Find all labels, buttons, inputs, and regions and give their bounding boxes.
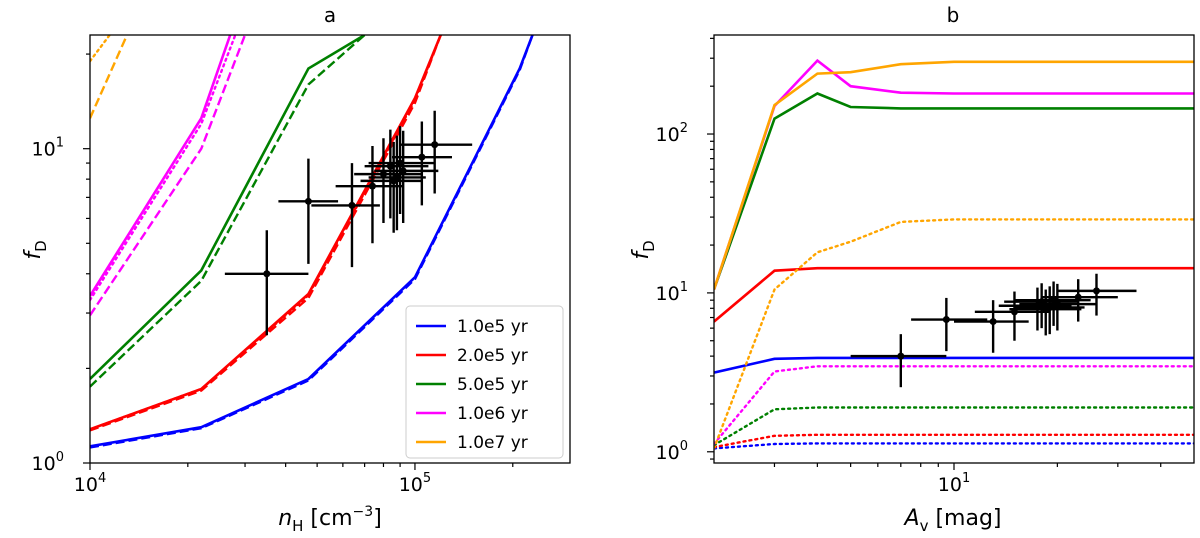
panel-b-plot-area — [714, 58, 1194, 450]
series-line-2-0e5-yr — [90, 35, 442, 431]
series-line-1-0e5-yr-dotted — [714, 442, 1194, 450]
data-marker — [379, 170, 387, 178]
x-tick-label: 104 — [74, 471, 106, 496]
legend-label: 1.0e5 yr — [457, 317, 528, 337]
panel-b-frame — [713, 34, 1195, 464]
series-line-1-0e5-yr — [714, 356, 1194, 374]
data-marker — [897, 352, 905, 360]
data-marker — [418, 153, 426, 161]
series-line-1-0e7-yr-dashed — [90, 35, 129, 119]
data-point — [311, 163, 380, 268]
panel-b-ticks: 101 100 101 102 — [656, 37, 1162, 496]
data-marker — [348, 201, 356, 209]
data-marker — [942, 316, 950, 324]
series-line-5-0e5-yr — [90, 35, 366, 380]
legend-box — [405, 305, 564, 459]
legend-label: 2.0e5 yr — [457, 346, 528, 366]
data-marker — [263, 270, 271, 278]
series-line-1-0e7-yr-dotted — [90, 35, 111, 63]
y-tick-label: 102 — [656, 121, 688, 146]
legend-label: 1.0e6 yr — [457, 404, 528, 424]
x-tick-label: 105 — [399, 471, 431, 496]
legend-label: 1.0e7 yr — [457, 433, 528, 453]
panel-a-ylabel: fD — [21, 240, 50, 259]
data-marker — [368, 182, 376, 190]
data-point — [224, 230, 309, 336]
panel-b-ylabel: fD — [629, 240, 658, 259]
data-marker — [386, 162, 394, 170]
data-point — [374, 130, 439, 224]
data-point — [392, 121, 452, 206]
data-point — [400, 110, 473, 194]
data-marker — [399, 167, 407, 175]
panel-b-title: b — [947, 3, 960, 27]
data-marker — [1074, 293, 1082, 301]
y-tick-label: 101 — [656, 280, 688, 305]
series-line-2-0e5-yr — [714, 266, 1194, 323]
series-line-5-0e5-yr — [714, 92, 1194, 290]
panel-a-plot-area — [90, 35, 534, 449]
series-line-2-0e5-yr-dotted — [714, 433, 1194, 449]
y-tick-label: 100 — [656, 439, 688, 464]
legend-entry: 2.0e5 yr — [416, 346, 528, 366]
legend-entry: 5.0e5 yr — [416, 375, 528, 395]
data-point — [911, 297, 988, 352]
legend-entry: 1.0e5 yr — [416, 317, 528, 337]
series-line-1-0e7-yr-dotted — [714, 218, 1194, 450]
legend-label: 5.0e5 yr — [457, 375, 528, 395]
series-line-1-0e7-yr — [714, 60, 1194, 290]
series-line-2-0e5-yr-dotted — [90, 35, 442, 431]
panel-b: b 101 100 101 102 fD Av [mag] — [629, 3, 1195, 535]
series-line-2-0e5-yr-dashed — [90, 35, 442, 432]
data-marker — [304, 197, 312, 205]
y-tick-label: 100 — [32, 450, 64, 475]
data-marker — [989, 318, 997, 326]
legend-entries: 1.0e5 yr 2.0e5 yr 5.0e5 yr 1.0e6 yr 1.0e7 yr — [416, 317, 528, 453]
panel-a-frame — [89, 34, 571, 464]
data-point — [954, 300, 1029, 353]
data-point — [850, 334, 947, 388]
series-line-1-0e5-yr-dashed — [90, 35, 534, 449]
data-point — [368, 135, 426, 231]
data-marker — [393, 173, 401, 181]
series-line-5-0e5-yr-dashed — [90, 35, 366, 388]
data-marker — [396, 159, 404, 167]
series-line-5-0e5-yr-dotted — [714, 406, 1194, 447]
y-tick-label: 101 — [32, 136, 64, 161]
legend-entry: 1.0e6 yr — [416, 404, 528, 424]
series-line-1-0e6-yr-dotted — [714, 365, 1194, 446]
panel-a: a 104 105 100 101 fD nH [cm−3] 1.0e5 yr 2.0e… — [21, 3, 571, 535]
data-marker — [1046, 303, 1054, 311]
data-point — [1057, 273, 1137, 316]
panel-a-ticks: 104 105 100 101 — [32, 53, 514, 496]
panel-a-xlabel: nH [cm−3] — [278, 504, 382, 535]
panel-b-xlabel: Av [mag] — [903, 506, 1002, 535]
data-point — [1041, 279, 1118, 322]
data-marker — [1053, 300, 1061, 308]
series-line-1-0e6-yr — [90, 35, 232, 297]
series-line-1-0e6-yr-dashed — [90, 35, 247, 316]
panel-a-title: a — [324, 3, 336, 27]
data-point — [278, 158, 339, 264]
data-marker — [1092, 287, 1100, 295]
legend: 1.0e5 yr 2.0e5 yr 5.0e5 yr 1.0e6 yr 1.0e7 yr — [405, 305, 564, 459]
x-tick-label: 101 — [938, 471, 970, 496]
legend-entry: 1.0e7 yr — [416, 433, 528, 453]
data-marker — [431, 141, 439, 149]
series-line-1-0e6-yr-dotted — [90, 35, 237, 302]
data-point — [1014, 286, 1085, 335]
series-line-1-0e6-yr — [714, 58, 1194, 290]
